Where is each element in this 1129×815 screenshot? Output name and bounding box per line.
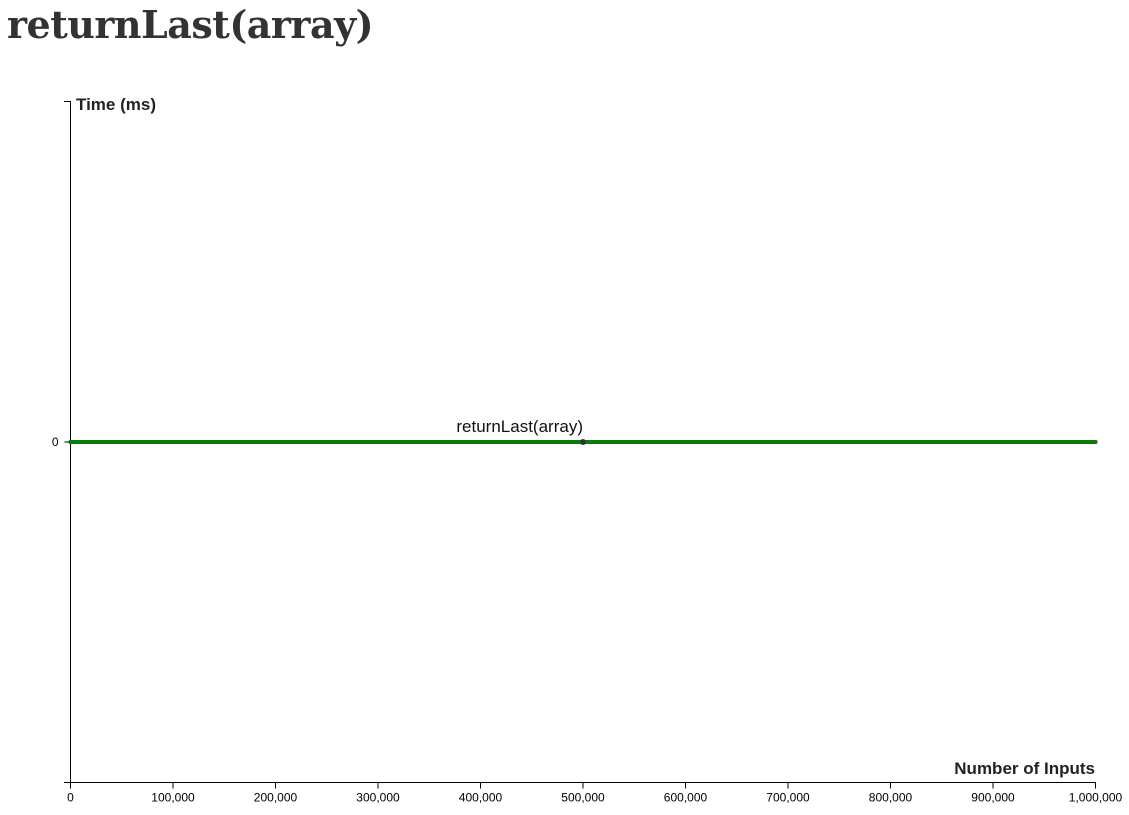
data-point	[478, 440, 483, 444]
x-tick-label: 900,000	[971, 791, 1015, 805]
data-point	[786, 440, 790, 444]
x-tick-label: 0	[67, 791, 74, 805]
y-axis-title: Time (ms)	[76, 95, 156, 114]
x-axis-ticks: 0 100,000 200,000 300,000 400,000 500,000 600,…	[67, 782, 1123, 805]
x-tick-label: 500,000	[561, 791, 605, 805]
x-tick-label: 800,000	[869, 791, 913, 805]
data-point	[68, 440, 73, 444]
y-axis-ticks: 0	[52, 435, 71, 449]
y-tick-label: 0	[52, 435, 59, 449]
x-tick-label: 1,000,000	[1069, 791, 1123, 805]
x-tick-label: 700,000	[766, 791, 810, 805]
data-point	[376, 440, 380, 444]
data-point	[273, 440, 278, 444]
x-axis-title: Number of Inputs	[954, 759, 1095, 778]
x-axis: 0 100,000 200,000 300,000 400,000 500,000 600,…	[67, 759, 1122, 805]
series-label: returnLast(array)	[456, 417, 583, 436]
series-layer: returnLast(array)	[68, 417, 1098, 445]
x-tick-label: 200,000	[254, 791, 298, 805]
highlight-point	[580, 439, 586, 445]
x-tick-label: 600,000	[664, 791, 708, 805]
page-title: returnLast(array)	[7, 2, 374, 47]
data-point	[171, 440, 175, 444]
x-tick-label: 100,000	[151, 791, 195, 805]
data-point	[1093, 440, 1098, 444]
y-axis: 0 Time (ms)	[52, 95, 156, 783]
x-tick-label: 400,000	[459, 791, 503, 805]
data-point	[991, 440, 995, 444]
x-tick-label: 300,000	[356, 791, 400, 805]
data-point	[888, 440, 893, 444]
data-point	[683, 440, 688, 444]
